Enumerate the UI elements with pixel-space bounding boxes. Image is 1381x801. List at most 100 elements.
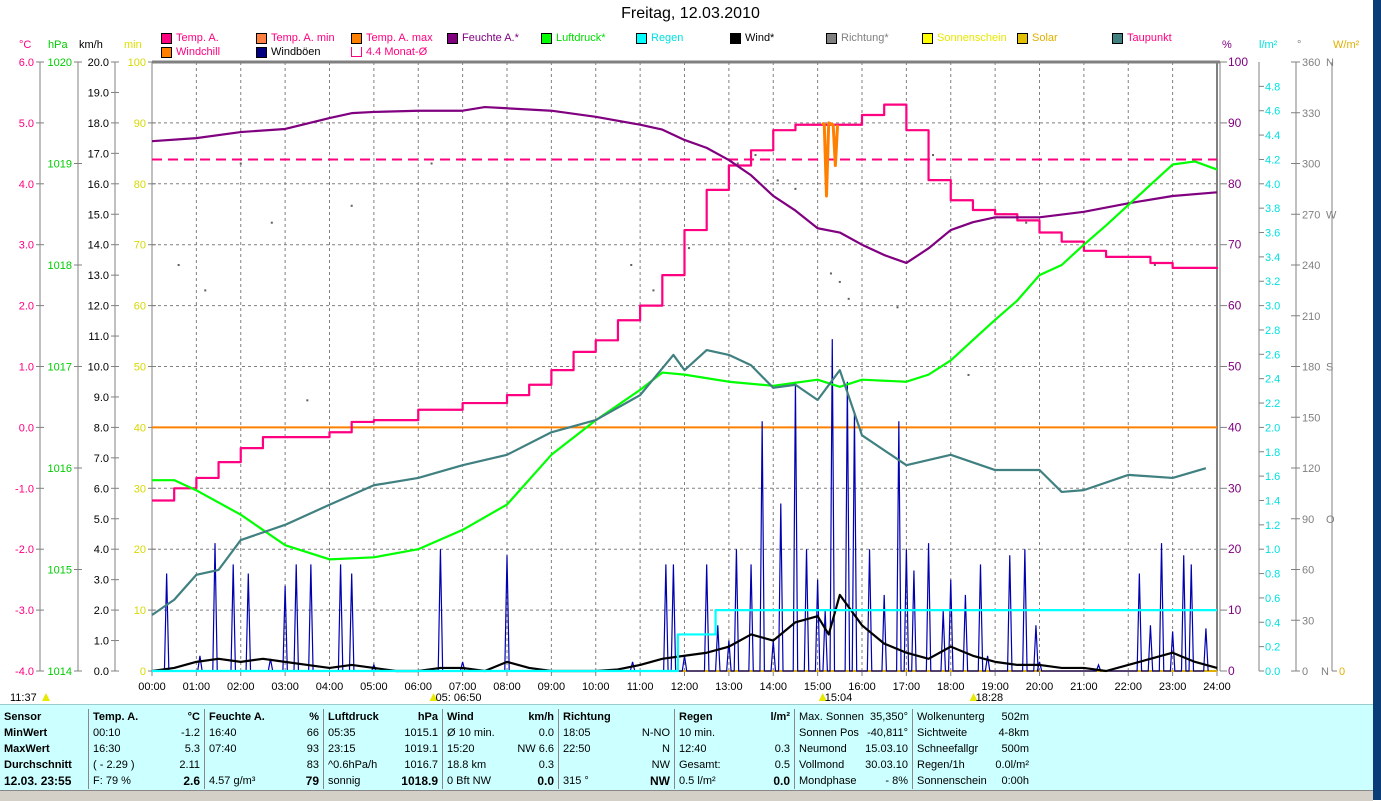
weather-chart: -4.0-3.0-2.0-1.00.01.02.03.04.05.06.0101… xyxy=(10,55,1345,704)
info-row: Vollmond 30.03.10 xyxy=(799,757,908,773)
legend-item[interactable]: Luftdruck* xyxy=(541,32,606,44)
col-title: Regen xyxy=(679,711,713,723)
axis-label-hpa: 1016 xyxy=(48,463,72,475)
col-header: Richtung xyxy=(563,709,670,725)
cell-label: 00:10 xyxy=(93,727,121,739)
axis-label-rain: 3.0 xyxy=(1265,301,1280,313)
col-luftdruck: Luftdruck hPa 05:35 1015.1 23:15 1019.1 ^0.6hP… xyxy=(324,709,443,789)
info-row: Wolkenunterg 502m xyxy=(917,709,1029,725)
direction-point xyxy=(204,289,207,292)
axis-label-celsius: -4.0 xyxy=(15,666,34,678)
status-bar xyxy=(0,790,1373,801)
legend-label: Regen xyxy=(651,32,684,44)
axis-label-rain: 4.8 xyxy=(1265,81,1280,93)
legend-swatch xyxy=(1112,32,1123,44)
compass-label: N xyxy=(1326,57,1334,69)
col-header: Luftdruck hPa xyxy=(328,709,438,725)
axis-label-rain: 2.2 xyxy=(1265,398,1280,410)
table-row: sonnig 1018.9 xyxy=(328,773,438,789)
x-tick-label: 23:00 xyxy=(1159,681,1187,693)
axis-label-kmh: 12.0 xyxy=(88,301,109,313)
series-windchill xyxy=(821,121,840,198)
info-value: 15.03.10 xyxy=(865,743,908,755)
legend-item[interactable]: Taupunkt xyxy=(1112,32,1172,44)
legend-swatch xyxy=(826,32,837,44)
cell-label: 315 ° xyxy=(563,775,589,787)
table-row: 0 Bft NW 0.0 xyxy=(447,773,554,789)
cell-label: 4.57 g/m³ xyxy=(209,775,256,787)
info-label: Sonnenschein xyxy=(917,775,987,787)
legend-item[interactable]: Temp. A. min xyxy=(256,32,335,44)
legend-item[interactable]: Temp. A. max xyxy=(351,32,433,44)
col-unit: % xyxy=(309,711,319,723)
axis-label-percent: 30 xyxy=(1228,481,1242,495)
legend-item[interactable]: Wind* xyxy=(730,32,774,44)
cell-value: 83 xyxy=(306,759,319,771)
sun-marker-icon xyxy=(969,693,978,701)
axis-label-kmh: 7.0 xyxy=(94,453,109,465)
info-value: - 8% xyxy=(885,775,908,787)
table-row: 16:30 5.3 xyxy=(93,741,200,757)
axis-label-min: 60 xyxy=(134,301,146,313)
info-label: Schneefallgr xyxy=(917,743,979,755)
direction-point xyxy=(776,179,779,182)
legend-item[interactable]: Windböen xyxy=(256,46,321,58)
axis-label-rain: 0.0 xyxy=(1265,666,1280,678)
cell-value: 0.0 xyxy=(537,774,554,788)
x-tick-label: 07:00 xyxy=(449,681,477,693)
table-row: ^0.6hPa/h 1016.7 xyxy=(328,757,438,773)
axis-label-kmh: 8.0 xyxy=(94,422,109,434)
direction-point xyxy=(829,272,832,275)
axis-label-celsius: 2.0 xyxy=(19,301,34,313)
axis-label-degree: 270 xyxy=(1302,209,1320,221)
axis-label-min: 0 xyxy=(140,666,146,678)
axis-label-kmh: 0.0 xyxy=(94,666,109,678)
cell-label: 10 min. xyxy=(679,727,716,739)
legend-item[interactable]: Temp. A. xyxy=(161,32,219,44)
legend-item[interactable]: Sonnenschein xyxy=(922,32,1007,44)
table-row: ( - 2.29 ) 2.11 xyxy=(93,757,200,773)
axis-label-celsius: 5.0 xyxy=(19,118,34,130)
series-regen xyxy=(152,608,1217,673)
cell-value: NW xyxy=(651,759,670,771)
axis-label-degree: 180 xyxy=(1302,362,1320,374)
axis-label-rain: 4.2 xyxy=(1265,154,1280,166)
col-header: Regen l/m² xyxy=(679,709,790,725)
axis-label-hpa: 1015 xyxy=(48,565,72,577)
x-tick-label: 09:00 xyxy=(538,681,566,693)
legend-item[interactable]: Regen xyxy=(636,32,683,44)
legend-item[interactable]: Solar xyxy=(1017,32,1058,44)
legend-item[interactable]: Windchill xyxy=(161,46,220,58)
axis-label-rain: 0.4 xyxy=(1265,617,1280,629)
axis-label-min: 10 xyxy=(134,605,146,617)
axis-label-celsius: 0.0 xyxy=(19,422,34,434)
table-row: 10 min. xyxy=(679,725,790,741)
axis-label-percent: 60 xyxy=(1228,299,1242,313)
legend-item[interactable]: Richtung* xyxy=(826,32,889,44)
desktop-edge xyxy=(1373,0,1381,800)
axis-label-kmh: 13.0 xyxy=(88,270,109,282)
x-tick-label: 18:00 xyxy=(937,681,965,693)
table-row: 83 xyxy=(209,757,319,773)
cell-label: 23:15 xyxy=(328,743,356,755)
legend-swatch xyxy=(161,32,172,44)
axis-label-wm2: 0 xyxy=(1339,666,1345,678)
legend-swatch xyxy=(351,32,362,44)
unit-min: min xyxy=(124,39,142,51)
axis-label-degree: 300 xyxy=(1302,159,1320,171)
direction-point xyxy=(967,373,970,376)
axis-label-degree: 120 xyxy=(1302,463,1320,475)
axis-label-kmh: 14.0 xyxy=(88,240,109,252)
axis-label-percent: 100 xyxy=(1228,55,1248,69)
legend-item[interactable]: Feuchte A.* xyxy=(447,32,519,44)
axis-label-celsius: 4.0 xyxy=(19,179,34,191)
axis-label-kmh: 2.0 xyxy=(94,605,109,617)
x-tick-label: 22:00 xyxy=(1114,681,1142,693)
col-unit: km/h xyxy=(528,711,554,723)
table-row: 0.5 l/m² 0.0 xyxy=(679,773,790,789)
sensor-header: Sensor xyxy=(4,711,42,723)
info-row: Schneefallgr 500m xyxy=(917,741,1029,757)
legend-label: Windböen xyxy=(271,46,321,58)
legend-item[interactable]: 4.4 Monat-Ø xyxy=(351,46,427,58)
table-row: Gesamt: 0.5 xyxy=(679,757,790,773)
